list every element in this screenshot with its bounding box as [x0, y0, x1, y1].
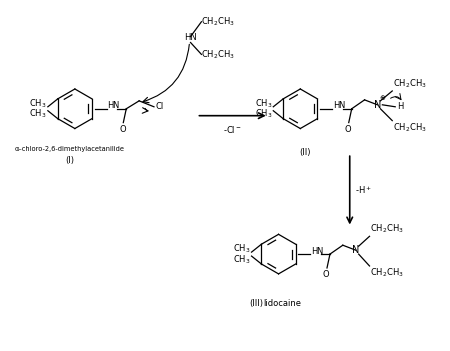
Text: H: H	[333, 101, 339, 110]
Text: O: O	[344, 125, 351, 134]
Text: CH$_3$: CH$_3$	[233, 243, 251, 255]
Text: CH$_3$: CH$_3$	[255, 97, 272, 110]
Text: CH$_2$CH$_3$: CH$_2$CH$_3$	[370, 223, 404, 235]
Text: CH$_2$CH$_3$: CH$_2$CH$_3$	[393, 121, 427, 134]
Text: (I): (I)	[65, 156, 74, 165]
Text: CH$_2$CH$_3$: CH$_2$CH$_3$	[370, 267, 404, 279]
Text: (II): (II)	[300, 148, 311, 157]
Text: N: N	[338, 101, 344, 110]
Text: CH$_3$: CH$_3$	[233, 253, 251, 266]
Text: CH$_2$CH$_3$: CH$_2$CH$_3$	[393, 78, 427, 90]
Text: N: N	[374, 100, 381, 110]
Text: H: H	[397, 102, 404, 111]
Text: N: N	[352, 245, 360, 255]
Text: α–chloro-2,6-dimethylacetanilide: α–chloro-2,6-dimethylacetanilide	[15, 146, 125, 152]
Text: N: N	[316, 247, 323, 256]
Text: CH$_3$: CH$_3$	[29, 108, 47, 120]
Text: HN: HN	[184, 33, 198, 42]
Text: N: N	[112, 101, 119, 110]
Text: -Cl$^-$: -Cl$^-$	[223, 124, 242, 134]
Text: CH$_3$: CH$_3$	[29, 97, 47, 110]
Text: (III): (III)	[249, 299, 263, 307]
Text: O: O	[323, 270, 329, 279]
Text: H: H	[311, 247, 318, 256]
Text: H: H	[108, 101, 114, 110]
Text: ⊕: ⊕	[379, 95, 385, 101]
Text: CH$_3$: CH$_3$	[255, 108, 272, 120]
Text: -H$^+$: -H$^+$	[355, 185, 372, 196]
Text: CH$_2$CH$_3$: CH$_2$CH$_3$	[202, 15, 235, 28]
Text: Cl: Cl	[156, 102, 164, 111]
Text: O: O	[119, 125, 126, 134]
Text: CH$_2$CH$_3$: CH$_2$CH$_3$	[202, 48, 235, 61]
Text: lidocaine: lidocaine	[264, 299, 302, 307]
